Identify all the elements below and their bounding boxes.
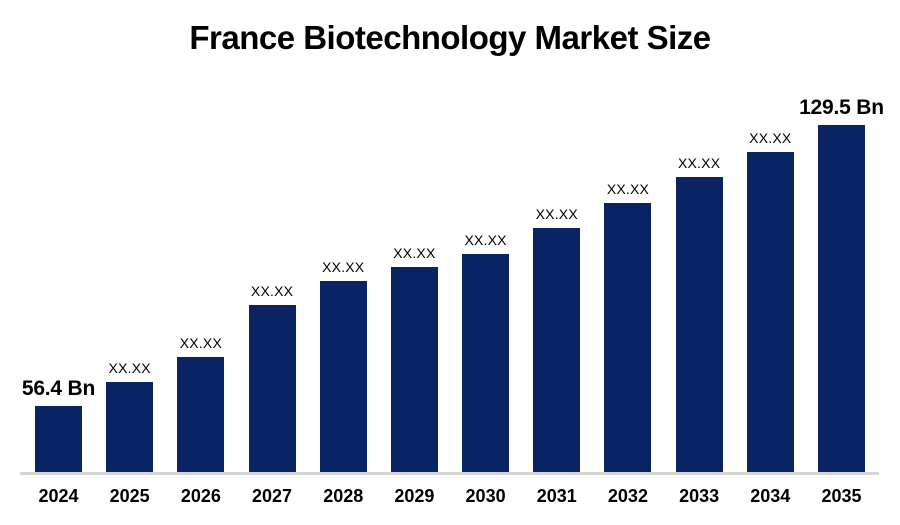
x-axis-label-2027: 2027 — [252, 486, 293, 506]
bar-2025 — [106, 382, 154, 472]
x-axis-label-2030: 2030 — [465, 486, 506, 506]
bar-value-label-2035: 129.5 Bn — [799, 96, 884, 119]
bar-value-label-2033: XX.XX — [677, 155, 721, 171]
x-axis-label-2035: 2035 — [821, 486, 862, 506]
x-axis-label-2029: 2029 — [394, 486, 435, 506]
bar-2027 — [248, 305, 296, 472]
bar-2028 — [319, 281, 367, 472]
x-axis-label-2028: 2028 — [323, 486, 364, 506]
bar-value-label-2034: XX.XX — [749, 130, 792, 146]
plot-area: 56.4 Bn XX.XX XX.XX XX.XX XX.XX XX.XX XX.XX XX.… — [0, 90, 900, 475]
bar-value-label-2032: XX.XX — [606, 181, 650, 197]
x-axis-label-2024: 2024 — [38, 486, 79, 506]
x-axis-label-2026: 2026 — [180, 486, 221, 506]
x-axis-label-2034: 2034 — [750, 486, 791, 506]
bar-value-label-2029: XX.XX — [393, 245, 436, 261]
x-axis-label-2031: 2031 — [536, 486, 577, 506]
x-axis-label-2033: 2033 — [679, 486, 720, 506]
bar-value-label-2025: XX.XX — [108, 360, 151, 376]
bar-2029 — [390, 267, 438, 472]
bar-2030 — [462, 254, 510, 472]
x-axis-labels: 2024 2025 2026 2027 2028 2029 2030 2031 2032 2033… — [0, 486, 900, 516]
bar-value-label-2028: XX.XX — [322, 259, 365, 275]
chart-title: France Biotechnology Market Size — [189, 19, 711, 56]
x-axis-line — [20, 472, 879, 475]
bar-2033 — [675, 177, 723, 472]
x-axis-label-2032: 2032 — [607, 486, 648, 506]
bar-2026 — [177, 357, 225, 472]
bar-value-label-2030: XX.XX — [464, 232, 507, 248]
bar-value-label-2026: XX.XX — [179, 335, 222, 351]
bar-value-label-2024: 56.4 Bn — [21, 377, 96, 400]
bar-2035 — [817, 125, 865, 472]
bar-value-label-2027: XX.XX — [250, 283, 294, 299]
bar-2034 — [746, 152, 794, 472]
bar-value-label-2031: XX.XX — [535, 206, 578, 222]
bar-2032 — [604, 203, 652, 472]
bar-2024 — [35, 406, 82, 472]
x-axis-label-2025: 2025 — [109, 486, 150, 506]
bar-2031 — [533, 228, 581, 472]
